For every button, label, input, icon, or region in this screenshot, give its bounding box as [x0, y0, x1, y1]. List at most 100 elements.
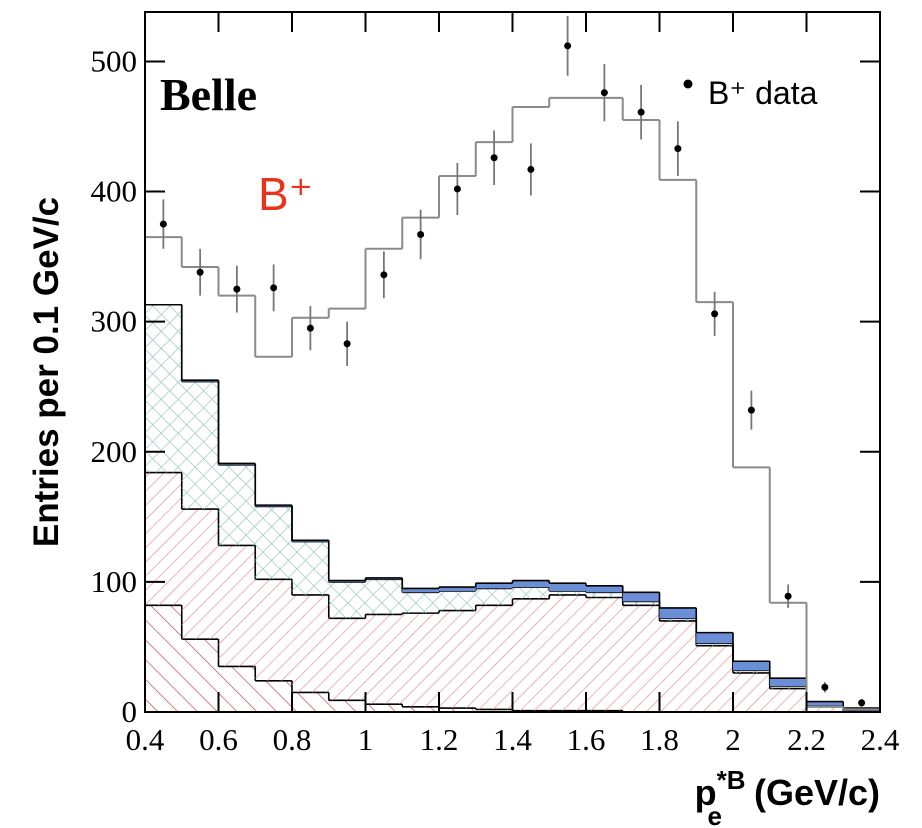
- y-tick-label: 300: [91, 304, 138, 339]
- stack-bar: [145, 304, 182, 473]
- stack-bar: [439, 708, 476, 712]
- stack-bar: [696, 632, 733, 644]
- stack-bar: [733, 661, 770, 671]
- data-point: [417, 230, 425, 238]
- stack-bar: [586, 592, 623, 598]
- data-point: [637, 108, 645, 116]
- data-point: [747, 406, 755, 414]
- data-point: [233, 285, 241, 293]
- stack-bar: [512, 587, 550, 599]
- stack-bar: [255, 579, 292, 681]
- data-point: [600, 89, 608, 97]
- stack-bar: [218, 545, 256, 667]
- stack-bar: [696, 643, 733, 646]
- data-point: [821, 683, 829, 691]
- stack-bar: [659, 618, 697, 621]
- data-point: [159, 220, 167, 228]
- stack-bar: [328, 700, 366, 712]
- stack-bar: [733, 670, 770, 673]
- x-tick-label: 1: [358, 722, 374, 757]
- x-label-unit: (GeV/c): [744, 772, 880, 813]
- stack-bar: [549, 594, 586, 711]
- stack-bar: [549, 590, 586, 595]
- stack-bar: [255, 506, 292, 580]
- data-point: [564, 42, 572, 50]
- stack-bar: [181, 509, 219, 640]
- stack-bar: [145, 605, 182, 712]
- stack-bar: [402, 592, 439, 614]
- stack-bar: [769, 685, 807, 689]
- stack-bar: [586, 597, 623, 711]
- data-point: [858, 699, 866, 707]
- data-point: [711, 310, 719, 318]
- data-point: [490, 154, 498, 162]
- x-axis-label: p*B e (GeV/c): [695, 765, 880, 828]
- y-axis-label: Entries per 0.1 GeV/c: [27, 197, 66, 547]
- stack-bar: [586, 585, 623, 593]
- stack-bar: [255, 680, 292, 712]
- x-tick-label: 2.4: [861, 722, 900, 757]
- stack-bar: [806, 706, 844, 712]
- data-point: [196, 268, 204, 276]
- stack-bar: [365, 579, 403, 615]
- stack-bar: [622, 592, 660, 602]
- x-label-main: p: [695, 772, 717, 813]
- stack-bar: [769, 688, 807, 712]
- x-tick-label: 1.8: [640, 722, 679, 757]
- y-tick-label: 400: [91, 174, 138, 209]
- y-tick-label: 500: [91, 43, 138, 78]
- stack-bar: [402, 588, 439, 593]
- data-point: [270, 284, 278, 292]
- x-label-sub: e: [707, 801, 721, 828]
- x-tick-label: 0.8: [273, 722, 312, 757]
- x-tick-label: 0.4: [126, 722, 165, 757]
- y-tick-label: 0: [122, 694, 138, 729]
- stack-bar: [292, 692, 329, 712]
- stack-bar: [218, 666, 256, 712]
- x-tick-label: 0.6: [199, 722, 238, 757]
- stack-bar: [512, 598, 550, 711]
- stack-bar: [439, 587, 476, 591]
- data-point: [343, 340, 351, 348]
- stack-bar: [365, 704, 403, 712]
- x-tick-label: 2.2: [787, 722, 826, 757]
- stack-bar: [145, 472, 182, 606]
- stack-bar: [181, 639, 219, 712]
- stack-bar: [475, 709, 513, 712]
- stack-bar: [769, 678, 807, 686]
- sample-label: B⁺: [258, 168, 313, 220]
- data-point: [674, 145, 682, 153]
- stack-bar: [512, 580, 550, 588]
- legend-marker: [683, 79, 693, 89]
- y-tick-label: 200: [91, 434, 138, 469]
- stack-bar: [181, 381, 219, 510]
- y-tick-label: 100: [91, 564, 138, 599]
- stack-bar: [549, 583, 586, 591]
- data-point: [380, 271, 388, 279]
- stack-bar: [292, 541, 329, 595]
- experiment-label: Belle: [160, 69, 257, 120]
- data-point: [306, 324, 314, 332]
- stack-bar: [475, 583, 513, 589]
- stack-bar: [328, 581, 366, 619]
- stack-bar: [439, 590, 476, 611]
- stack-bar: [439, 610, 476, 709]
- stack-bar: [696, 645, 733, 712]
- stack-bar: [622, 605, 660, 712]
- x-tick-label: 1.4: [493, 722, 532, 757]
- stack-bar: [622, 601, 660, 606]
- stack-bar: [475, 605, 513, 710]
- data-point: [784, 592, 792, 600]
- stack-bar: [218, 464, 256, 546]
- data-point: [453, 185, 461, 193]
- stack-bar: [659, 607, 697, 619]
- x-tick-label: 1.6: [567, 722, 606, 757]
- stack-bar: [365, 614, 403, 705]
- x-tick-label: 2: [725, 722, 741, 757]
- data-point: [527, 165, 535, 173]
- stack-bar: [402, 706, 439, 712]
- stack-bar: [292, 594, 329, 693]
- stack-bar: [733, 672, 770, 712]
- stack-bar: [659, 620, 697, 712]
